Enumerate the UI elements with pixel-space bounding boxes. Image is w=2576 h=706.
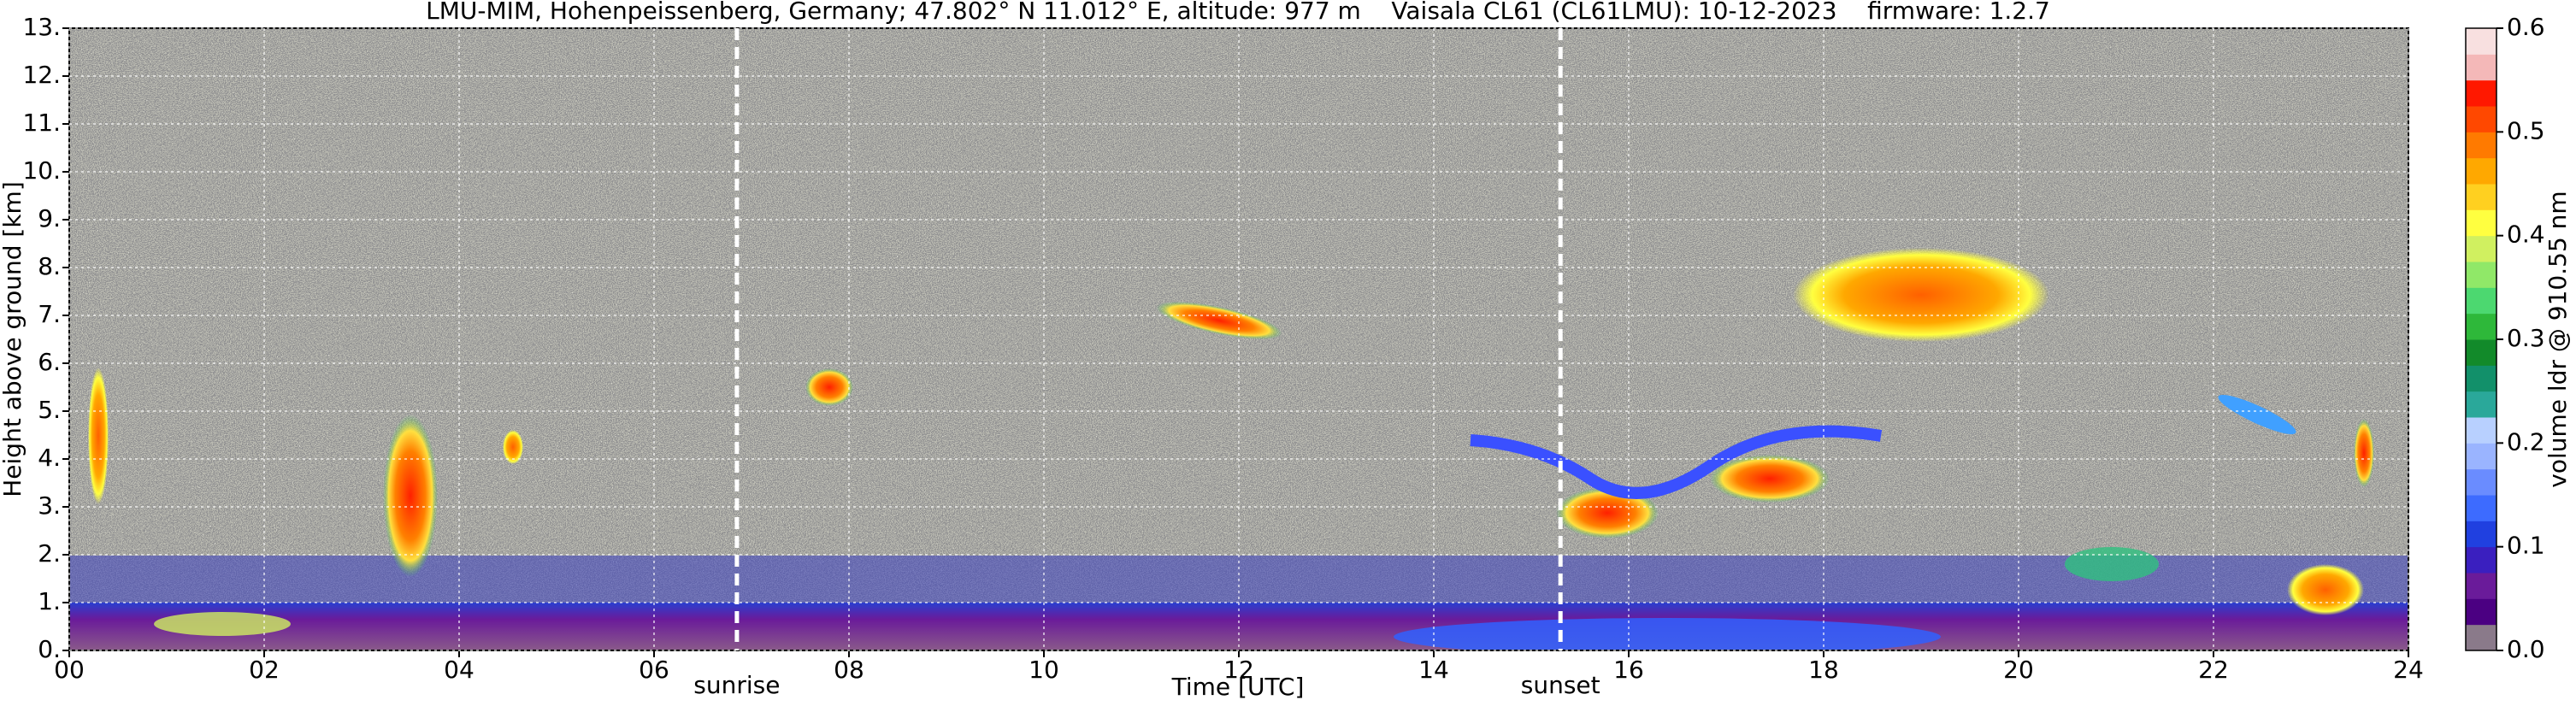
y-tick-label: 7.: [38, 300, 61, 328]
colorbar-swatch: [2466, 443, 2496, 470]
echo: [1710, 455, 1830, 503]
x-tick-label: 20: [2003, 656, 2034, 684]
echo: [1793, 248, 2049, 342]
colorbar-tick-label: 0.3: [2507, 324, 2545, 352]
colorbar-swatch: [2466, 132, 2496, 159]
y-tick-label: 4.: [38, 444, 61, 472]
echo: [503, 430, 523, 464]
y-tick-label: 8.: [38, 252, 61, 280]
colorbar-tick-label: 0.4: [2507, 221, 2545, 249]
colorbar-swatch: [2466, 28, 2496, 55]
colorbar-swatch: [2466, 365, 2496, 392]
colorbar-swatch: [2466, 106, 2496, 132]
y-tick-label: 3.: [38, 491, 61, 520]
x-tick-label: 24: [2393, 656, 2424, 684]
x-tick-label: 00: [54, 656, 85, 684]
y-tick-label: 13.: [22, 13, 61, 41]
colorbar-swatch: [2466, 54, 2496, 81]
echo: [383, 415, 438, 577]
x-tick-label: 16: [1613, 656, 1644, 684]
colorbar-swatch: [2466, 235, 2496, 262]
colorbar-swatch: [2466, 468, 2496, 496]
colorbar-label: volume ldr @ 910.55 nm: [2544, 191, 2572, 487]
colorbar-swatch: [2466, 79, 2496, 107]
echo: [2218, 395, 2296, 434]
echo: [1556, 487, 1659, 538]
y-tick-label: 9.: [38, 204, 61, 232]
colorbar-tick-label: 0.6: [2507, 13, 2545, 41]
x-tick-label: 14: [1418, 656, 1449, 684]
x-tick-label: 08: [834, 656, 864, 684]
event-label: sunrise: [693, 671, 780, 699]
echo: [154, 612, 291, 636]
colorbar-swatch: [2466, 313, 2496, 340]
colorbar-swatch: [2466, 287, 2496, 315]
colorbar-swatch: [2466, 184, 2496, 210]
echo: [2065, 547, 2159, 581]
x-tick-label: 10: [1029, 656, 1059, 684]
x-tick-label: 04: [444, 656, 475, 684]
echo: [1394, 618, 1941, 650]
x-tick-label: 22: [2198, 656, 2229, 684]
colorbar-swatch: [2466, 495, 2496, 521]
y-axis-label: Height above ground [km]: [0, 181, 27, 497]
x-tick-label: 18: [1808, 656, 1839, 684]
event-label: sunset: [1521, 671, 1600, 699]
echo: [805, 368, 853, 406]
y-tick-label: 10.: [22, 156, 61, 185]
echo: [2354, 419, 2374, 487]
colorbar-tick-label: 0.1: [2507, 532, 2545, 560]
echo: [1470, 425, 1883, 499]
x-tick-label: 06: [639, 656, 669, 684]
colorbar-tick-label: 0.0: [2507, 635, 2545, 663]
colorbar-swatch: [2466, 391, 2496, 418]
y-tick-label: 0.: [38, 635, 61, 663]
echo: [2287, 564, 2364, 615]
colorbar-swatch: [2466, 573, 2496, 599]
colorbar-swatch: [2466, 624, 2496, 651]
colorbar-swatch: [2466, 598, 2496, 626]
chart-title: LMU-MIM, Hohenpeissenberg, Germany; 47.8…: [426, 0, 2050, 25]
colorbar-swatch: [2466, 209, 2496, 237]
x-tick-label: 12: [1223, 656, 1254, 684]
y-tick-label: 6.: [38, 348, 61, 376]
y-tick-label: 12.: [22, 61, 61, 89]
y-tick-label: 2.: [38, 539, 61, 568]
colorbar-tick-label: 0.2: [2507, 427, 2545, 456]
colorbar-tick-label: 0.5: [2507, 116, 2545, 144]
y-tick-label: 1.: [38, 587, 61, 615]
echo: [88, 368, 109, 504]
colorbar-swatch: [2466, 262, 2496, 288]
y-tick-label: 5.: [38, 396, 61, 424]
echo: [1156, 301, 1282, 340]
y-tick-label: 11.: [22, 109, 61, 137]
colorbar-swatch: [2466, 546, 2496, 574]
colorbar-swatch: [2466, 521, 2496, 548]
colorbar-swatch: [2466, 339, 2496, 366]
colorbar-swatch: [2466, 417, 2496, 444]
x-axis-label: Time [UTC]: [1171, 673, 1305, 701]
colorbar-swatch: [2466, 157, 2496, 185]
x-tick-label: 02: [249, 656, 280, 684]
